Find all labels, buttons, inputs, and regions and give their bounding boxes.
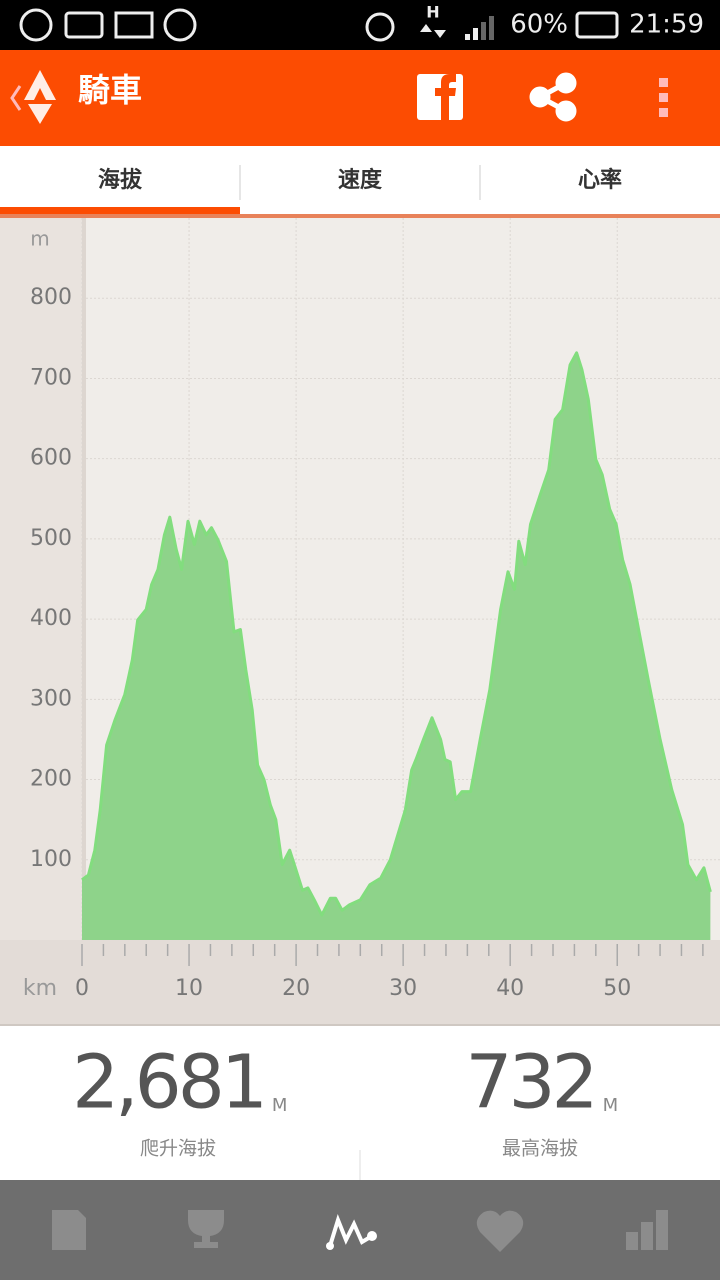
x-tick-label: 30 bbox=[389, 976, 417, 1001]
stat-value: 2,681 bbox=[72, 1040, 264, 1126]
stat-label: 爬升海拔 bbox=[140, 1138, 216, 1160]
tab-underline bbox=[0, 214, 720, 218]
nav-achievements[interactable] bbox=[188, 1210, 224, 1248]
app-bar bbox=[0, 50, 720, 146]
facebook-button[interactable] bbox=[417, 74, 463, 120]
x-tick-label: 50 bbox=[603, 976, 631, 1001]
y-tick-label: 800 bbox=[30, 285, 72, 310]
y-tick-label: 400 bbox=[30, 606, 72, 631]
tab-label[interactable]: 海拔 bbox=[98, 167, 143, 193]
x-tick-label: 0 bbox=[75, 976, 89, 1001]
signal-icon bbox=[420, 16, 494, 40]
stat-label: 最高海拔 bbox=[502, 1138, 578, 1160]
y-tick-label: 300 bbox=[30, 686, 72, 711]
nav-analysis[interactable] bbox=[326, 1213, 377, 1250]
x-unit: km bbox=[23, 976, 57, 1001]
battery-level: 60% bbox=[510, 10, 568, 40]
x-tick-label: 20 bbox=[282, 976, 310, 1001]
nav-feed[interactable] bbox=[52, 1210, 86, 1250]
y-axis-panel bbox=[0, 218, 82, 940]
bottom-nav bbox=[0, 1180, 720, 1280]
x-tick-label: 40 bbox=[496, 976, 524, 1001]
status-icons bbox=[19, 8, 619, 42]
network-type: H bbox=[426, 3, 439, 22]
y-tick-label: 500 bbox=[30, 526, 72, 551]
y-tick-label: 600 bbox=[30, 446, 72, 471]
axis-shadow bbox=[82, 218, 86, 940]
tab-bar bbox=[0, 146, 720, 218]
nav-heart[interactable] bbox=[476, 1210, 524, 1252]
status-bar bbox=[0, 0, 720, 50]
y-tick-label: 100 bbox=[30, 847, 72, 872]
clock: 21:59 bbox=[629, 10, 704, 40]
stat-unit: M bbox=[603, 1095, 619, 1116]
stat-unit: M bbox=[272, 1095, 288, 1116]
stat-value: 732 bbox=[465, 1040, 594, 1126]
share-button[interactable] bbox=[529, 72, 577, 122]
y-tick-label: 700 bbox=[30, 365, 72, 390]
y-unit: m bbox=[30, 227, 49, 251]
tab-indicator bbox=[0, 207, 240, 216]
y-tick-label: 200 bbox=[30, 767, 72, 792]
elevation-area bbox=[82, 352, 711, 940]
back-button[interactable] bbox=[10, 70, 56, 124]
x-tick-label: 10 bbox=[175, 976, 203, 1001]
tab-label[interactable]: 速度 bbox=[338, 167, 383, 193]
nav-icons bbox=[52, 1210, 668, 1252]
screen-title: 騎車 bbox=[78, 71, 142, 109]
tab-label[interactable]: 心率 bbox=[578, 167, 622, 193]
nav-stats[interactable] bbox=[626, 1210, 668, 1250]
elevation-line bbox=[81, 351, 712, 917]
overflow-menu[interactable] bbox=[659, 78, 668, 117]
